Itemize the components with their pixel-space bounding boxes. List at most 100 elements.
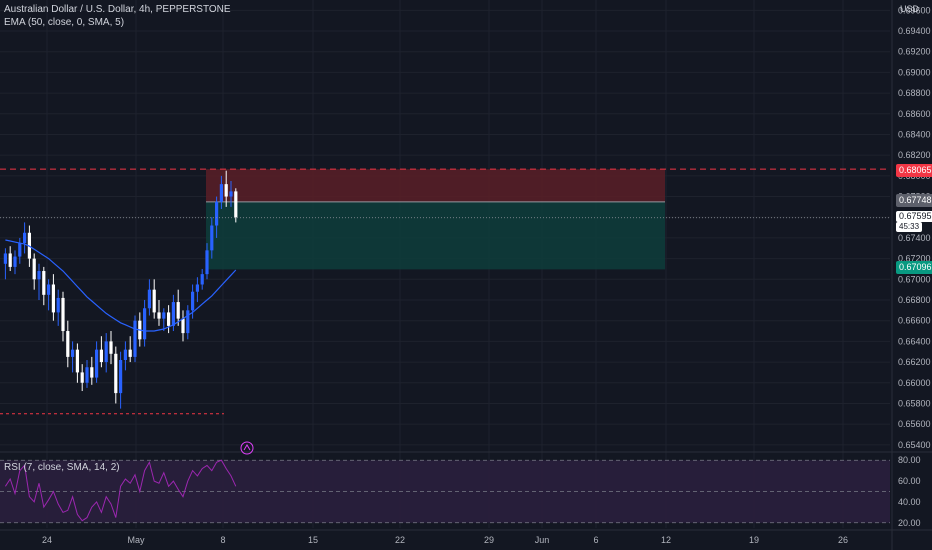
rsi-tick-label: 20.00 <box>898 518 921 528</box>
price-tick-label: 0.68200 <box>898 150 931 160</box>
price-tick-label: 0.65400 <box>898 440 931 450</box>
time-axis-label: 26 <box>838 535 848 545</box>
candle-body <box>3 253 7 264</box>
position-tool[interactable] <box>206 169 665 270</box>
candle-body <box>128 349 132 357</box>
candle-body <box>42 271 46 295</box>
candle-body <box>224 184 228 197</box>
price-tick-label: 0.65800 <box>898 398 931 408</box>
time-axis-label: 12 <box>661 535 671 545</box>
entry-price-tag: 0.67748 <box>896 194 932 207</box>
take-profit-zone <box>206 201 665 270</box>
target-price-tag: 0.67096 <box>896 261 932 274</box>
time-axis-label: 8 <box>220 535 225 545</box>
candle-body <box>104 341 108 363</box>
candle-body <box>191 291 195 311</box>
stop-loss-zone <box>206 169 665 202</box>
candle-body <box>32 258 36 280</box>
candle-body <box>176 302 180 319</box>
candle-body <box>215 201 219 226</box>
candle-body <box>109 341 113 354</box>
price-tick-label: 0.69200 <box>898 47 931 57</box>
price-tick-label: 0.69600 <box>898 5 931 15</box>
price-tick-label: 0.66000 <box>898 378 931 388</box>
candle-body <box>13 256 17 267</box>
rsi-tick-label: 80.00 <box>898 455 921 465</box>
price-tick-label: 0.67400 <box>898 233 931 243</box>
countdown-tag: 45:33 <box>896 222 923 232</box>
candle-body <box>37 271 41 280</box>
candle-body <box>186 310 190 334</box>
price-tick-label: 0.66800 <box>898 295 931 305</box>
candle-body <box>171 302 175 326</box>
time-axis-label: 22 <box>395 535 405 545</box>
rsi-tick-label: 40.00 <box>898 497 921 507</box>
price-tick-label: 0.68600 <box>898 109 931 119</box>
ema-line <box>5 239 237 332</box>
rsi-line <box>4 459 237 522</box>
stop-price-tag: 0.68065 <box>896 164 932 177</box>
candle-body <box>80 372 84 383</box>
candle-body <box>205 250 209 275</box>
candle-body <box>210 225 214 251</box>
price-tick-label: 0.69400 <box>898 26 931 36</box>
price-tick-label: 0.67200 <box>898 254 931 264</box>
price-levels <box>0 168 890 415</box>
candle-body <box>147 289 151 309</box>
candle-body <box>152 289 156 313</box>
candle-body <box>18 243 22 257</box>
candle-body <box>95 349 99 378</box>
candle-body <box>90 367 94 378</box>
candle-body <box>75 349 79 373</box>
time-axis-label: Jun <box>535 535 550 545</box>
candle-body <box>119 360 123 394</box>
price-tick-label: 0.67000 <box>898 274 931 284</box>
time-axis-label: 6 <box>593 535 598 545</box>
price-tick-label: 0.66400 <box>898 336 931 346</box>
candle-body <box>85 367 89 383</box>
candle-body <box>56 297 60 313</box>
candle-body <box>133 320 137 357</box>
candle-body <box>234 191 238 218</box>
candle-body <box>23 232 27 244</box>
price-tick-label: 0.69000 <box>898 67 931 77</box>
currency-label: USD <box>900 4 920 14</box>
candle-body <box>200 274 204 285</box>
price-tick-label: 0.68400 <box>898 129 931 139</box>
candle-body <box>219 184 223 202</box>
price-tick-label: 0.65600 <box>898 419 931 429</box>
rsi-tick-label: 60.00 <box>898 476 921 486</box>
candle-body <box>99 349 103 363</box>
candle-body <box>157 312 161 319</box>
candle-body <box>162 312 166 319</box>
candle-body <box>8 253 12 267</box>
candle-body <box>195 284 199 292</box>
candle-body <box>181 318 185 334</box>
candle-body <box>66 331 70 357</box>
time-axis: 24 May 8 15 22 29 Jun 6 12 19 26 <box>0 529 932 545</box>
candle-body <box>123 349 127 360</box>
ema-legend: EMA (50, close, 0, SMA, 5) <box>4 17 125 28</box>
rsi-legend: RSI (7, close, SMA, 14, 2) <box>4 462 120 473</box>
candle-body <box>167 312 171 326</box>
time-axis-label: 29 <box>484 535 494 545</box>
time-axis-label: 15 <box>308 535 318 545</box>
price-tick-label: 0.66200 <box>898 357 931 367</box>
time-axis-label: 24 <box>42 535 52 545</box>
time-axis-label: May <box>127 535 145 545</box>
chart-title: Australian Dollar / U.S. Dollar, 4h, PEP… <box>4 4 231 15</box>
candle-body <box>229 191 233 197</box>
current-price-tag: 0.67595 <box>896 211 932 222</box>
price-tick-label: 0.66600 <box>898 316 931 326</box>
time-axis-label: 19 <box>749 535 759 545</box>
price-tick-label: 0.68800 <box>898 88 931 98</box>
candle-body <box>61 297 65 332</box>
candle-body <box>143 308 147 340</box>
candle-body <box>71 349 75 357</box>
rsi-pane: 80.00 60.00 40.00 20.00 <box>0 451 932 528</box>
candle-body <box>114 353 118 394</box>
candle-body <box>51 284 55 313</box>
replay-icon[interactable] <box>240 441 254 455</box>
